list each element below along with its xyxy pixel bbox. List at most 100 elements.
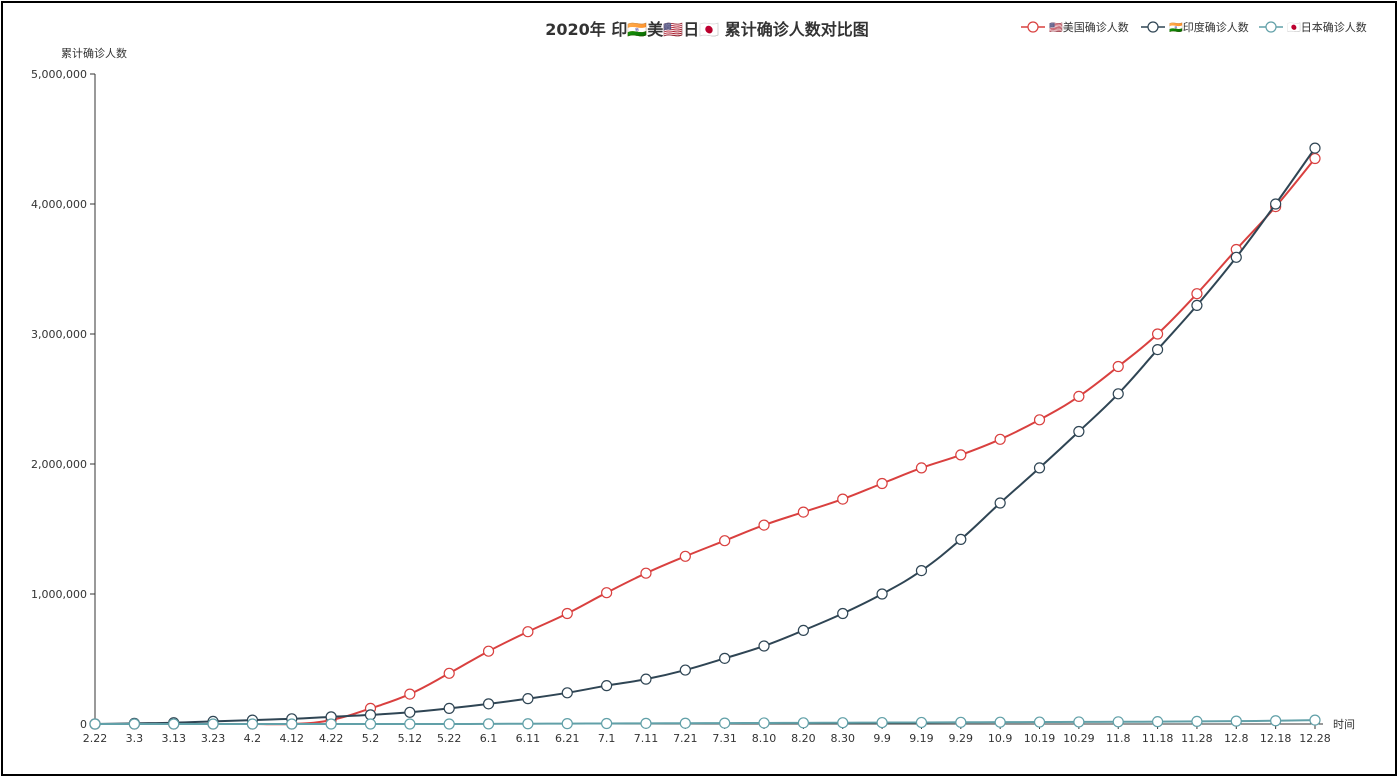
data-point[interactable]	[838, 494, 848, 504]
data-point[interactable]	[602, 718, 612, 728]
data-point[interactable]	[484, 699, 494, 709]
legend[interactable]: 🇺🇸美国确诊人数 🇮🇳印度确诊人数 🇯🇵日本确诊人数	[1021, 20, 1367, 34]
data-point[interactable]	[798, 625, 808, 635]
data-point[interactable]	[680, 665, 690, 675]
data-point[interactable]	[720, 718, 730, 728]
data-point[interactable]	[759, 718, 769, 728]
y-axis-name: 累计确诊人数	[61, 46, 127, 60]
data-point[interactable]	[90, 719, 100, 729]
data-point[interactable]	[1074, 427, 1084, 437]
x-tick-label: 7.31	[712, 732, 737, 745]
data-point[interactable]	[838, 718, 848, 728]
data-point[interactable]	[169, 719, 179, 729]
data-point[interactable]	[720, 536, 730, 546]
data-point[interactable]	[287, 719, 297, 729]
legend-label: 🇺🇸美国确诊人数	[1049, 20, 1129, 34]
data-point[interactable]	[759, 641, 769, 651]
chart-title: 2020年 印🇮🇳美🇺🇸日🇯🇵 累计确诊人数对比图	[545, 20, 868, 39]
data-point[interactable]	[877, 589, 887, 599]
data-point[interactable]	[1035, 463, 1045, 473]
data-point[interactable]	[916, 566, 926, 576]
data-point[interactable]	[680, 718, 690, 728]
data-point[interactable]	[838, 609, 848, 619]
data-point[interactable]	[956, 534, 966, 544]
data-point[interactable]	[405, 719, 415, 729]
x-tick-label: 3.13	[161, 732, 186, 745]
data-point[interactable]	[916, 717, 926, 727]
legend-item-1[interactable]: 🇮🇳印度确诊人数	[1141, 20, 1249, 34]
legend-marker	[1028, 22, 1038, 32]
data-point[interactable]	[129, 719, 139, 729]
legend-label: 🇯🇵日本确诊人数	[1287, 20, 1367, 34]
y-tick-label: 4,000,000	[31, 198, 87, 211]
data-point[interactable]	[523, 627, 533, 637]
data-point[interactable]	[877, 718, 887, 728]
data-point[interactable]	[602, 681, 612, 691]
data-point[interactable]	[444, 668, 454, 678]
data-point[interactable]	[641, 674, 651, 684]
data-point[interactable]	[1271, 716, 1281, 726]
data-point[interactable]	[1113, 362, 1123, 372]
data-point[interactable]	[916, 463, 926, 473]
data-point[interactable]	[1113, 389, 1123, 399]
data-point[interactable]	[995, 434, 1005, 444]
data-point[interactable]	[523, 719, 533, 729]
data-point[interactable]	[1310, 715, 1320, 725]
data-point[interactable]	[562, 719, 572, 729]
data-point[interactable]	[1231, 716, 1241, 726]
data-point[interactable]	[405, 689, 415, 699]
x-tick-label: 5.22	[437, 732, 462, 745]
data-point[interactable]	[759, 520, 769, 530]
data-point[interactable]	[1113, 717, 1123, 727]
data-point[interactable]	[247, 719, 257, 729]
data-point[interactable]	[208, 719, 218, 729]
x-tick-label: 4.22	[319, 732, 344, 745]
data-point[interactable]	[995, 498, 1005, 508]
data-point[interactable]	[680, 551, 690, 561]
data-point[interactable]	[1310, 143, 1320, 153]
data-point[interactable]	[1310, 154, 1320, 164]
data-point[interactable]	[484, 719, 494, 729]
data-point[interactable]	[956, 450, 966, 460]
data-point[interactable]	[523, 694, 533, 704]
data-point[interactable]	[1231, 252, 1241, 262]
x-tick-label: 9.9	[873, 732, 891, 745]
data-point[interactable]	[326, 719, 336, 729]
legend-item-2[interactable]: 🇯🇵日本确诊人数	[1259, 20, 1367, 34]
data-point[interactable]	[1074, 717, 1084, 727]
legend-item-0[interactable]: 🇺🇸美国确诊人数	[1021, 20, 1129, 34]
legend-marker	[1266, 22, 1276, 32]
data-point[interactable]	[877, 479, 887, 489]
data-point[interactable]	[1035, 415, 1045, 425]
y-tick-label: 2,000,000	[31, 458, 87, 471]
data-point[interactable]	[1074, 391, 1084, 401]
data-point[interactable]	[562, 609, 572, 619]
data-point[interactable]	[1192, 289, 1202, 299]
data-point[interactable]	[798, 718, 808, 728]
data-point[interactable]	[1192, 300, 1202, 310]
data-point[interactable]	[444, 719, 454, 729]
data-point[interactable]	[641, 568, 651, 578]
x-tick-label: 7.11	[634, 732, 659, 745]
data-point[interactable]	[1153, 345, 1163, 355]
x-tick-label: 8.10	[752, 732, 777, 745]
data-point[interactable]	[405, 707, 415, 717]
data-point[interactable]	[444, 703, 454, 713]
y-tick-label: 3,000,000	[31, 328, 87, 341]
data-point[interactable]	[365, 719, 375, 729]
data-point[interactable]	[1192, 716, 1202, 726]
data-point[interactable]	[798, 507, 808, 517]
data-point[interactable]	[956, 717, 966, 727]
data-point[interactable]	[1153, 329, 1163, 339]
x-tick-label: 4.2	[244, 732, 262, 745]
y-tick-label: 1,000,000	[31, 588, 87, 601]
data-point[interactable]	[1153, 717, 1163, 727]
data-point[interactable]	[995, 717, 1005, 727]
data-point[interactable]	[562, 688, 572, 698]
data-point[interactable]	[641, 718, 651, 728]
data-point[interactable]	[484, 646, 494, 656]
data-point[interactable]	[602, 588, 612, 598]
data-point[interactable]	[1035, 717, 1045, 727]
data-point[interactable]	[720, 653, 730, 663]
data-point[interactable]	[1271, 199, 1281, 209]
